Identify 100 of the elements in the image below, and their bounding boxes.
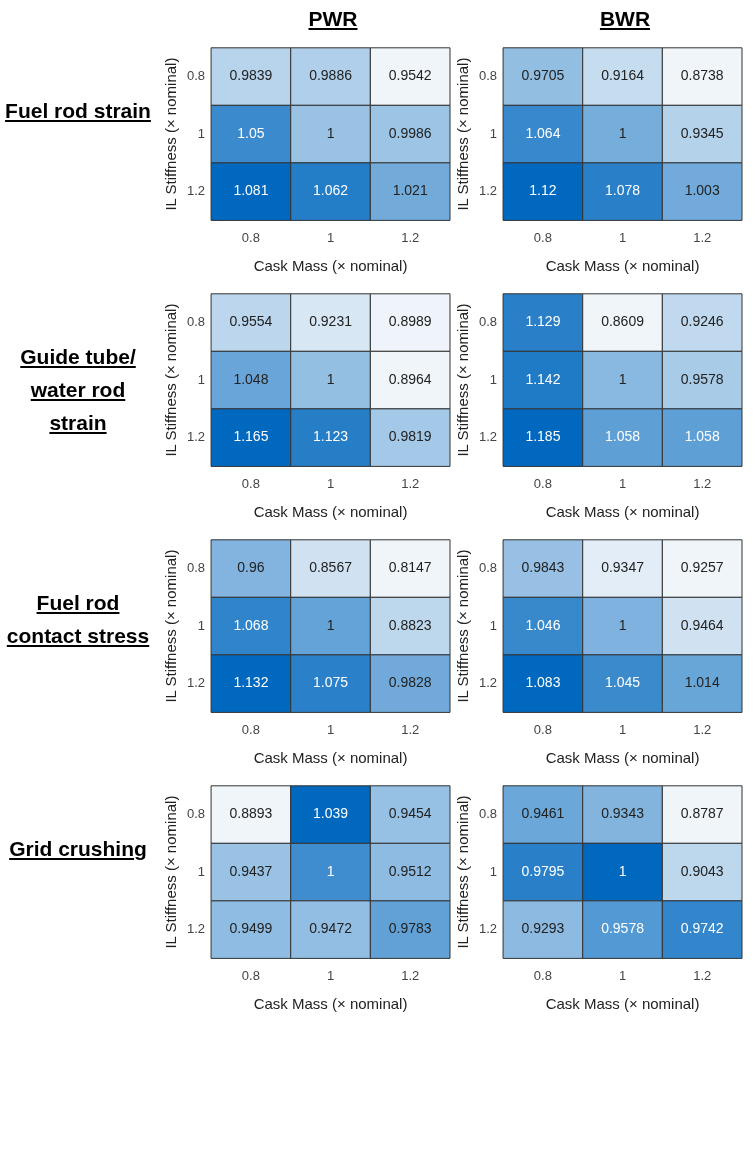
data-label: 1.078 xyxy=(605,182,641,199)
data-label: 0.8738 xyxy=(680,67,724,84)
y-tick-label: 0.8 xyxy=(186,806,206,822)
y-tick-label: 1 xyxy=(489,617,498,633)
data-label: 1.062 xyxy=(313,182,349,199)
y-tick-label: 0.8 xyxy=(478,314,498,330)
x-tick-label: 1 xyxy=(326,967,335,983)
data-label: 0.9231 xyxy=(309,313,353,330)
data-label: 0.8989 xyxy=(388,313,432,330)
x-tick-label: 1 xyxy=(326,229,335,245)
data-label: 1.12 xyxy=(529,182,557,199)
x-tick-label: 0.8 xyxy=(241,475,260,491)
data-label: 0.9843 xyxy=(521,559,565,576)
y-tick-label: 0.8 xyxy=(478,68,498,84)
data-label: 0.9886 xyxy=(309,67,353,84)
y-tick-label: 1 xyxy=(489,371,498,387)
x-axis-title: Cask Mass (× nominal) xyxy=(545,257,700,275)
x-tick-label: 1 xyxy=(618,721,627,737)
data-label: 1.129 xyxy=(525,313,561,330)
data-label: 1.132 xyxy=(233,674,269,691)
y-tick-label: 0.8 xyxy=(186,68,206,84)
data-label: 1 xyxy=(326,370,335,387)
chart-title: PWR xyxy=(307,6,359,32)
data-label: 0.9986 xyxy=(388,124,432,141)
data-label: 0.9454 xyxy=(388,805,432,822)
data-label: 0.96 xyxy=(237,559,265,576)
data-label: 1.003 xyxy=(684,182,720,199)
x-tick-label: 0.8 xyxy=(241,721,260,737)
text: Grid crushing xyxy=(8,836,148,862)
y-tick-label: 0.8 xyxy=(186,560,206,576)
data-label: 0.8609 xyxy=(601,313,645,330)
data-label: 1.048 xyxy=(233,370,269,387)
x-tick-label: 1.2 xyxy=(693,721,712,737)
data-label: 0.9499 xyxy=(229,920,273,937)
x-tick-label: 0.8 xyxy=(533,967,552,983)
data-label: 1 xyxy=(326,124,335,141)
x-tick-label: 1 xyxy=(326,475,335,491)
data-label: 1.058 xyxy=(605,428,641,445)
x-axis-title: Cask Mass (× nominal) xyxy=(253,995,408,1013)
y-axis-title: IL Stiffness (× nominal) xyxy=(454,549,472,703)
x-tick-label: 0.8 xyxy=(533,229,552,245)
data-label: 1.123 xyxy=(313,428,349,445)
x-tick-label: 0.8 xyxy=(533,721,552,737)
y-tick-label: 1 xyxy=(197,617,206,633)
x-axis-title: Cask Mass (× nominal) xyxy=(253,503,408,521)
data-label: 0.9512 xyxy=(388,862,432,879)
y-tick-label: 0.8 xyxy=(478,560,498,576)
x-tick-label: 1.2 xyxy=(693,475,712,491)
x-tick-label: 1.2 xyxy=(693,229,712,245)
data-label: 0.8964 xyxy=(388,370,432,387)
x-axis-title: Cask Mass (× nominal) xyxy=(253,749,408,767)
data-label: 1.058 xyxy=(684,428,720,445)
data-label: 0.9783 xyxy=(388,920,432,937)
data-label: 0.9257 xyxy=(680,559,724,576)
data-label: 1 xyxy=(618,124,627,141)
data-label: 1.165 xyxy=(233,428,269,445)
data-label: 0.9461 xyxy=(521,805,565,822)
y-axis-title: IL Stiffness (× nominal) xyxy=(162,549,180,703)
x-tick-label: 0.8 xyxy=(241,229,260,245)
y-axis-title: IL Stiffness (× nominal) xyxy=(454,795,472,949)
data-label: 0.9554 xyxy=(229,313,273,330)
data-label: 0.9705 xyxy=(521,67,565,84)
data-label: 1 xyxy=(618,370,627,387)
x-tick-label: 1 xyxy=(618,967,627,983)
data-label: 0.9437 xyxy=(229,862,273,879)
y-tick-label: 1 xyxy=(197,125,206,141)
x-axis-title: Cask Mass (× nominal) xyxy=(545,995,700,1013)
y-tick-label: 1.2 xyxy=(186,921,206,937)
x-tick-label: 1 xyxy=(618,229,627,245)
data-label: 0.9472 xyxy=(309,920,353,937)
y-tick-label: 1.2 xyxy=(478,429,498,445)
data-label: 0.9795 xyxy=(521,862,565,879)
x-tick-label: 0.8 xyxy=(533,475,552,491)
data-label: 0.9043 xyxy=(680,862,724,879)
data-label: 0.9578 xyxy=(601,920,645,937)
data-label: 0.8567 xyxy=(309,559,353,576)
data-label: 1.068 xyxy=(233,616,269,633)
data-label: 0.8823 xyxy=(388,616,432,633)
y-tick-label: 1.2 xyxy=(478,921,498,937)
y-tick-label: 1.2 xyxy=(186,675,206,691)
data-label: 0.9164 xyxy=(601,67,645,84)
chart-title: BWR xyxy=(598,6,652,32)
data-label: 1.081 xyxy=(233,182,269,199)
x-tick-label: 1.2 xyxy=(401,475,420,491)
y-tick-label: 0.8 xyxy=(478,806,498,822)
x-tick-label: 1.2 xyxy=(401,229,420,245)
data-label: 1.064 xyxy=(525,124,561,141)
x-tick-label: 1 xyxy=(618,475,627,491)
y-axis-title: IL Stiffness (× nominal) xyxy=(454,303,472,457)
data-label: 0.8893 xyxy=(229,805,273,822)
y-axis-title: IL Stiffness (× nominal) xyxy=(454,57,472,211)
y-tick-label: 1 xyxy=(197,371,206,387)
x-tick-label: 0.8 xyxy=(241,967,260,983)
x-tick-label: 1.2 xyxy=(693,967,712,983)
x-axis-title: Cask Mass (× nominal) xyxy=(545,503,700,521)
data-label: 0.9542 xyxy=(388,67,432,84)
data-label: 1.185 xyxy=(525,428,561,445)
y-tick-label: 0.8 xyxy=(186,314,206,330)
y-tick-label: 1 xyxy=(489,863,498,879)
text: Guide tube/ water rod strain xyxy=(19,344,137,436)
